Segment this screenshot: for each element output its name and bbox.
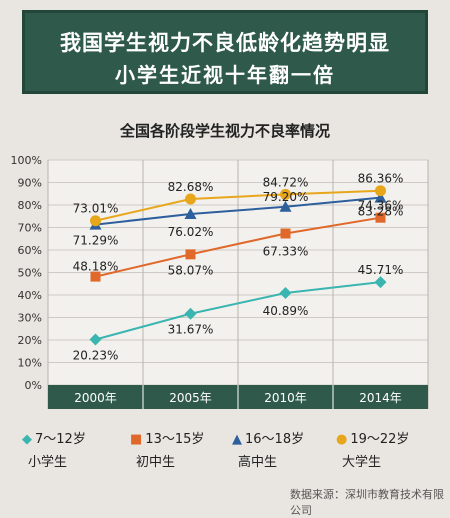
- data-point-triangle: [374, 191, 387, 203]
- data-label: 40.89%: [263, 304, 309, 318]
- data-point-diamond: [89, 333, 102, 346]
- square-marker-icon: ■: [130, 432, 143, 447]
- y-tick-label: 90%: [18, 177, 42, 190]
- data-label: 84.72%: [263, 175, 309, 189]
- data-point-square: [280, 228, 291, 239]
- legend-item-diamond: ◆ 7～12岁: [22, 428, 86, 447]
- series-line-3: [95, 196, 381, 226]
- data-label: 67.33%: [263, 245, 309, 259]
- line-chart: 0% 10% 20% 30% 40% 50% 60% 70% 80% 90% 100% 2000年 20…: [11, 154, 429, 409]
- y-tick-label: 70%: [18, 222, 42, 235]
- data-point-diamond: [374, 276, 387, 289]
- data-label: 83.28%: [358, 205, 404, 219]
- data-point-circle: [375, 185, 386, 197]
- y-tick-label: 80%: [18, 199, 42, 212]
- legend-group-label: 高中生: [238, 455, 278, 470]
- banner-headline: 我国学生视力不良低龄化趋势明显: [60, 31, 390, 55]
- data-point-square: [90, 271, 101, 282]
- y-tick-label: 20%: [18, 334, 42, 347]
- y-tick-label: 10%: [18, 357, 42, 370]
- data-label: 74.36%: [358, 199, 404, 213]
- data-point-square: [375, 212, 386, 223]
- data-point-square: [185, 249, 196, 260]
- x-tick-label: 2000年: [74, 391, 117, 405]
- y-tick-label: 0%: [25, 379, 42, 392]
- legend-item-square: ■ 13～15岁: [130, 428, 204, 447]
- data-label: 82.68%: [168, 180, 214, 194]
- data-point-diamond: [184, 307, 197, 320]
- series-line-2: [95, 216, 381, 278]
- legend-age-range: 7～12岁: [35, 432, 86, 447]
- data-point-triangle: [279, 200, 292, 212]
- circle-marker-icon: ●: [336, 432, 348, 447]
- banner-subheadline: 小学生近视十年翻一倍: [115, 63, 335, 87]
- y-tick-label: 60%: [18, 244, 42, 257]
- data-point-circle: [280, 188, 291, 200]
- x-tick-label: 2005年: [169, 391, 212, 405]
- data-label: 45.71%: [358, 263, 404, 277]
- data-point-diamond: [279, 286, 292, 299]
- data-label: 31.67%: [168, 323, 214, 337]
- x-tick-label: 2014年: [359, 391, 402, 405]
- data-label: 73.01%: [73, 202, 119, 216]
- x-tick-label: 2010年: [264, 391, 307, 405]
- data-point-circle: [90, 215, 101, 227]
- data-label: 20.23%: [73, 348, 119, 362]
- triangle-marker-icon: ▲: [232, 432, 242, 447]
- data-point-circle: [185, 193, 196, 205]
- data-label: 71.29%: [73, 234, 119, 248]
- legend-group-label: 小学生: [28, 455, 68, 470]
- data-point-triangle: [184, 207, 197, 219]
- y-tick-label: 40%: [18, 289, 42, 302]
- legend-group-label: 初中生: [136, 455, 176, 470]
- legend-item-triangle: ▲ 16～18岁: [232, 428, 304, 447]
- diamond-marker-icon: ◆: [22, 432, 32, 447]
- source-footer: 数据来源：深圳市教育技术有限公司: [290, 488, 444, 517]
- data-label: 48.18%: [73, 260, 119, 274]
- series-line-4: [95, 189, 381, 222]
- data-label: 76.02%: [168, 225, 214, 239]
- data-label: 58.07%: [168, 263, 214, 277]
- series-line-1: [95, 281, 381, 341]
- legend-age-range: 19～22岁: [350, 432, 410, 447]
- title-banner: 我国学生视力不良低龄化趋势明显 小学生近视十年翻一倍: [22, 10, 428, 94]
- legend-age-range: 13～15岁: [145, 432, 205, 447]
- y-tick-label: 50%: [18, 267, 42, 280]
- y-tick-label: 100%: [11, 154, 42, 167]
- legend-group-label: 大学生: [342, 455, 382, 470]
- data-label: 79.20%: [263, 190, 309, 204]
- legend-item-circle: ● 19～22岁: [336, 428, 409, 447]
- legend-age-range: 16～18岁: [245, 432, 305, 447]
- chart-title: 全国各阶段学生视力不良率情况: [119, 122, 330, 140]
- y-tick-label: 30%: [18, 312, 42, 325]
- data-label: 86.36%: [358, 172, 404, 186]
